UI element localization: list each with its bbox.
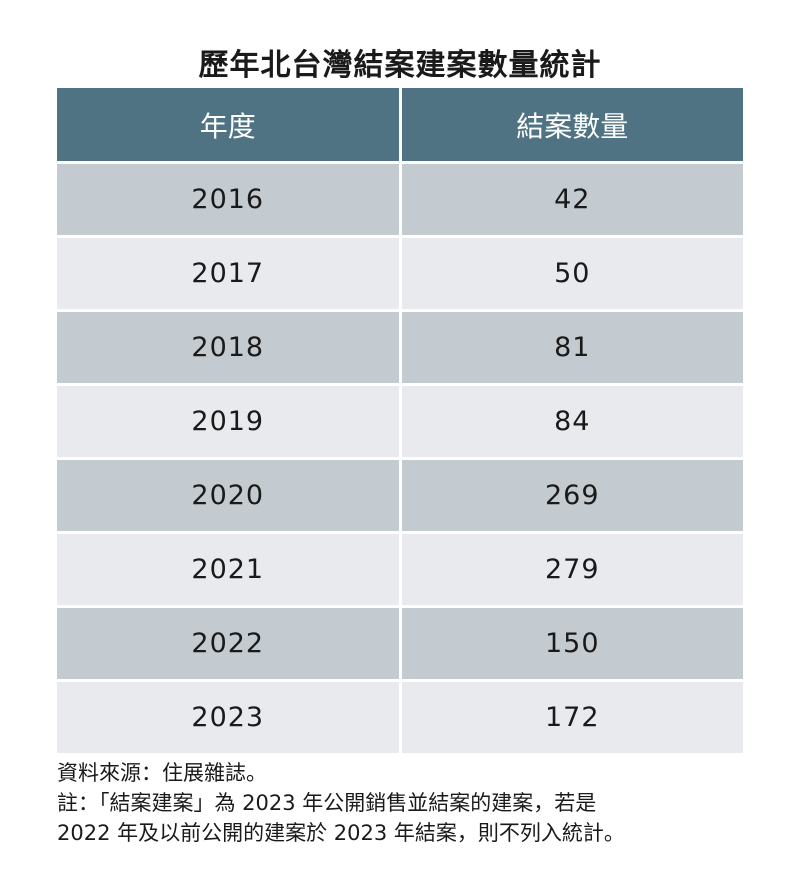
- count-cell: 42: [400, 161, 743, 237]
- stats-table: 年度 結案數量 2016 42 2017 50 2018 81 2019 84 …: [57, 88, 743, 753]
- count-cell: 172: [400, 679, 743, 753]
- footnote-line-1: 註：「結案建案」為 2023 年公開銷售並結案的建案，若是: [57, 791, 597, 815]
- source-note: 資料來源：住展雜誌。: [57, 761, 267, 785]
- footnote-line-2: 2022 年及以前公開的建案於 2023 年結案，則不列入統計。: [57, 821, 625, 845]
- year-cell: 2016: [57, 161, 402, 237]
- year-cell: 2020: [57, 457, 402, 533]
- column-header-year: 年度: [57, 88, 402, 163]
- column-header-count: 結案數量: [400, 88, 743, 163]
- count-cell: 50: [400, 235, 743, 311]
- table-row: 2021 279: [57, 531, 743, 607]
- table-row: 2023 172: [57, 679, 743, 753]
- table-row: 2017 50: [57, 235, 743, 311]
- year-cell: 2019: [57, 383, 402, 459]
- year-cell: 2018: [57, 309, 402, 385]
- count-cell: 150: [400, 605, 743, 681]
- table-row: 2020 269: [57, 457, 743, 533]
- table-row: 2018 81: [57, 309, 743, 385]
- year-cell: 2023: [57, 679, 402, 753]
- count-cell: 279: [400, 531, 743, 607]
- table-row: 2022 150: [57, 605, 743, 681]
- page-title: 歷年北台灣結案建案數量統計: [198, 48, 602, 83]
- table-row: 2016 42: [57, 161, 743, 237]
- year-cell: 2017: [57, 235, 402, 311]
- year-cell: 2022: [57, 605, 402, 681]
- count-cell: 269: [400, 457, 743, 533]
- table-row: 2019 84: [57, 383, 743, 459]
- count-cell: 84: [400, 383, 743, 459]
- footnotes: 資料來源：住展雜誌。 註：「結案建案」為 2023 年公開銷售並結案的建案，若是…: [57, 758, 757, 848]
- count-cell: 81: [400, 309, 743, 385]
- table-header-row: 年度 結案數量: [57, 88, 743, 163]
- year-cell: 2021: [57, 531, 402, 607]
